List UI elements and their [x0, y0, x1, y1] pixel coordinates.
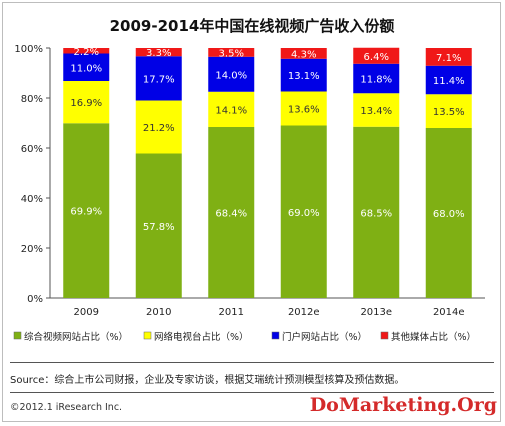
chart-title: 2009-2014年中国在线视频广告收入份额	[110, 17, 395, 35]
data-label: 2.2%	[74, 47, 99, 58]
bar-segment	[208, 56, 255, 92]
legend-swatch	[380, 331, 389, 340]
bar-segment	[353, 126, 400, 298]
x-tick-label: 2014e	[433, 307, 465, 318]
x-tick-label: 2013e	[360, 307, 392, 318]
bar-segment	[425, 128, 472, 298]
bar-segment	[353, 93, 400, 127]
data-label: 68.5%	[360, 208, 392, 219]
data-label: 57.8%	[143, 222, 175, 233]
bar-segment	[425, 94, 472, 128]
bar-segment	[63, 48, 110, 54]
data-label: 13.5%	[433, 107, 465, 118]
legend-swatch	[271, 331, 280, 340]
bar-segment	[63, 81, 110, 124]
bar-segment	[135, 56, 182, 101]
data-label: 17.7%	[143, 74, 175, 85]
x-tick-label: 2012e	[288, 307, 320, 318]
copyright-text: ©2012.1 iResearch Inc.	[10, 402, 123, 413]
bar-segment	[135, 48, 182, 57]
data-label: 14.1%	[215, 105, 247, 116]
data-label: 14.0%	[215, 70, 247, 81]
data-label: 11.8%	[360, 75, 392, 86]
y-tick-label: 20%	[21, 244, 43, 255]
data-label: 7.1%	[436, 53, 461, 64]
y-tick-label: 40%	[21, 194, 43, 205]
data-label: 16.9%	[70, 98, 102, 109]
data-label: 68.0%	[433, 209, 465, 220]
watermark-logo: DoMarketing.Org	[309, 394, 497, 416]
bar-segment	[425, 65, 472, 95]
y-tick-label: 60%	[21, 144, 43, 155]
data-label: 13.6%	[288, 105, 320, 116]
bar-segment	[63, 53, 110, 81]
data-label: 69.9%	[70, 207, 102, 218]
x-tick-label: 2011	[219, 307, 244, 318]
legend-label: 网络电视台占比（%）	[154, 331, 249, 343]
data-label: 13.4%	[360, 106, 392, 117]
legend-label: 门户网站占比（%）	[282, 331, 367, 343]
bar-group: 69.9% 16.9% 11.0% 2.2% 2009 57.8% 21.2% 17.7% 3.…	[63, 47, 472, 318]
data-label: 3.5%	[219, 48, 244, 59]
chart-legend: 综合视频网站占比（%） 网络电视台占比（%） 门户网站占比（%） 其他媒体占比（%）	[13, 331, 476, 343]
y-tick-label: 100%	[14, 44, 43, 55]
data-label: 6.4%	[364, 52, 389, 63]
bar-segment	[135, 153, 182, 298]
legend-label: 综合视频网站占比（%）	[24, 331, 128, 343]
bar-segment	[353, 63, 400, 94]
bar-segment	[63, 123, 110, 298]
data-label: 11.4%	[433, 76, 465, 87]
y-tick-label: 80%	[21, 94, 43, 105]
divider-line	[10, 392, 494, 393]
y-tick-label: 0%	[27, 294, 43, 305]
data-label: 21.2%	[143, 123, 175, 134]
divider-line	[10, 362, 494, 363]
bar-segment	[280, 125, 327, 298]
data-label: 68.4%	[215, 209, 247, 220]
legend-label: 其他媒体占比（%）	[391, 331, 476, 343]
data-label: 4.3%	[291, 49, 316, 60]
bar-segment	[208, 48, 255, 57]
bar-segment	[208, 91, 255, 127]
x-tick-label: 2010	[146, 307, 171, 318]
source-note: Source：综合上市公司财报，企业及专家访谈，根据艾瑞统计预测模型核算及预估数…	[10, 375, 405, 386]
x-tick-label: 2009	[74, 307, 99, 318]
bar-segment	[280, 91, 327, 126]
bar-segment	[353, 47, 400, 64]
bar-segment	[280, 58, 327, 92]
data-label: 69.0%	[288, 208, 320, 219]
legend-swatch	[13, 331, 22, 340]
chart-axes: 0% 20% 40% 60% 80% 100%	[14, 44, 485, 305]
bar-segment	[425, 48, 472, 66]
data-label: 13.1%	[288, 71, 320, 82]
legend-swatch	[143, 331, 152, 340]
bar-segment	[208, 127, 255, 298]
bar-segment	[135, 100, 182, 154]
data-label: 3.3%	[146, 48, 171, 59]
data-label: 11.0%	[70, 63, 102, 74]
bar-segment	[280, 48, 327, 59]
